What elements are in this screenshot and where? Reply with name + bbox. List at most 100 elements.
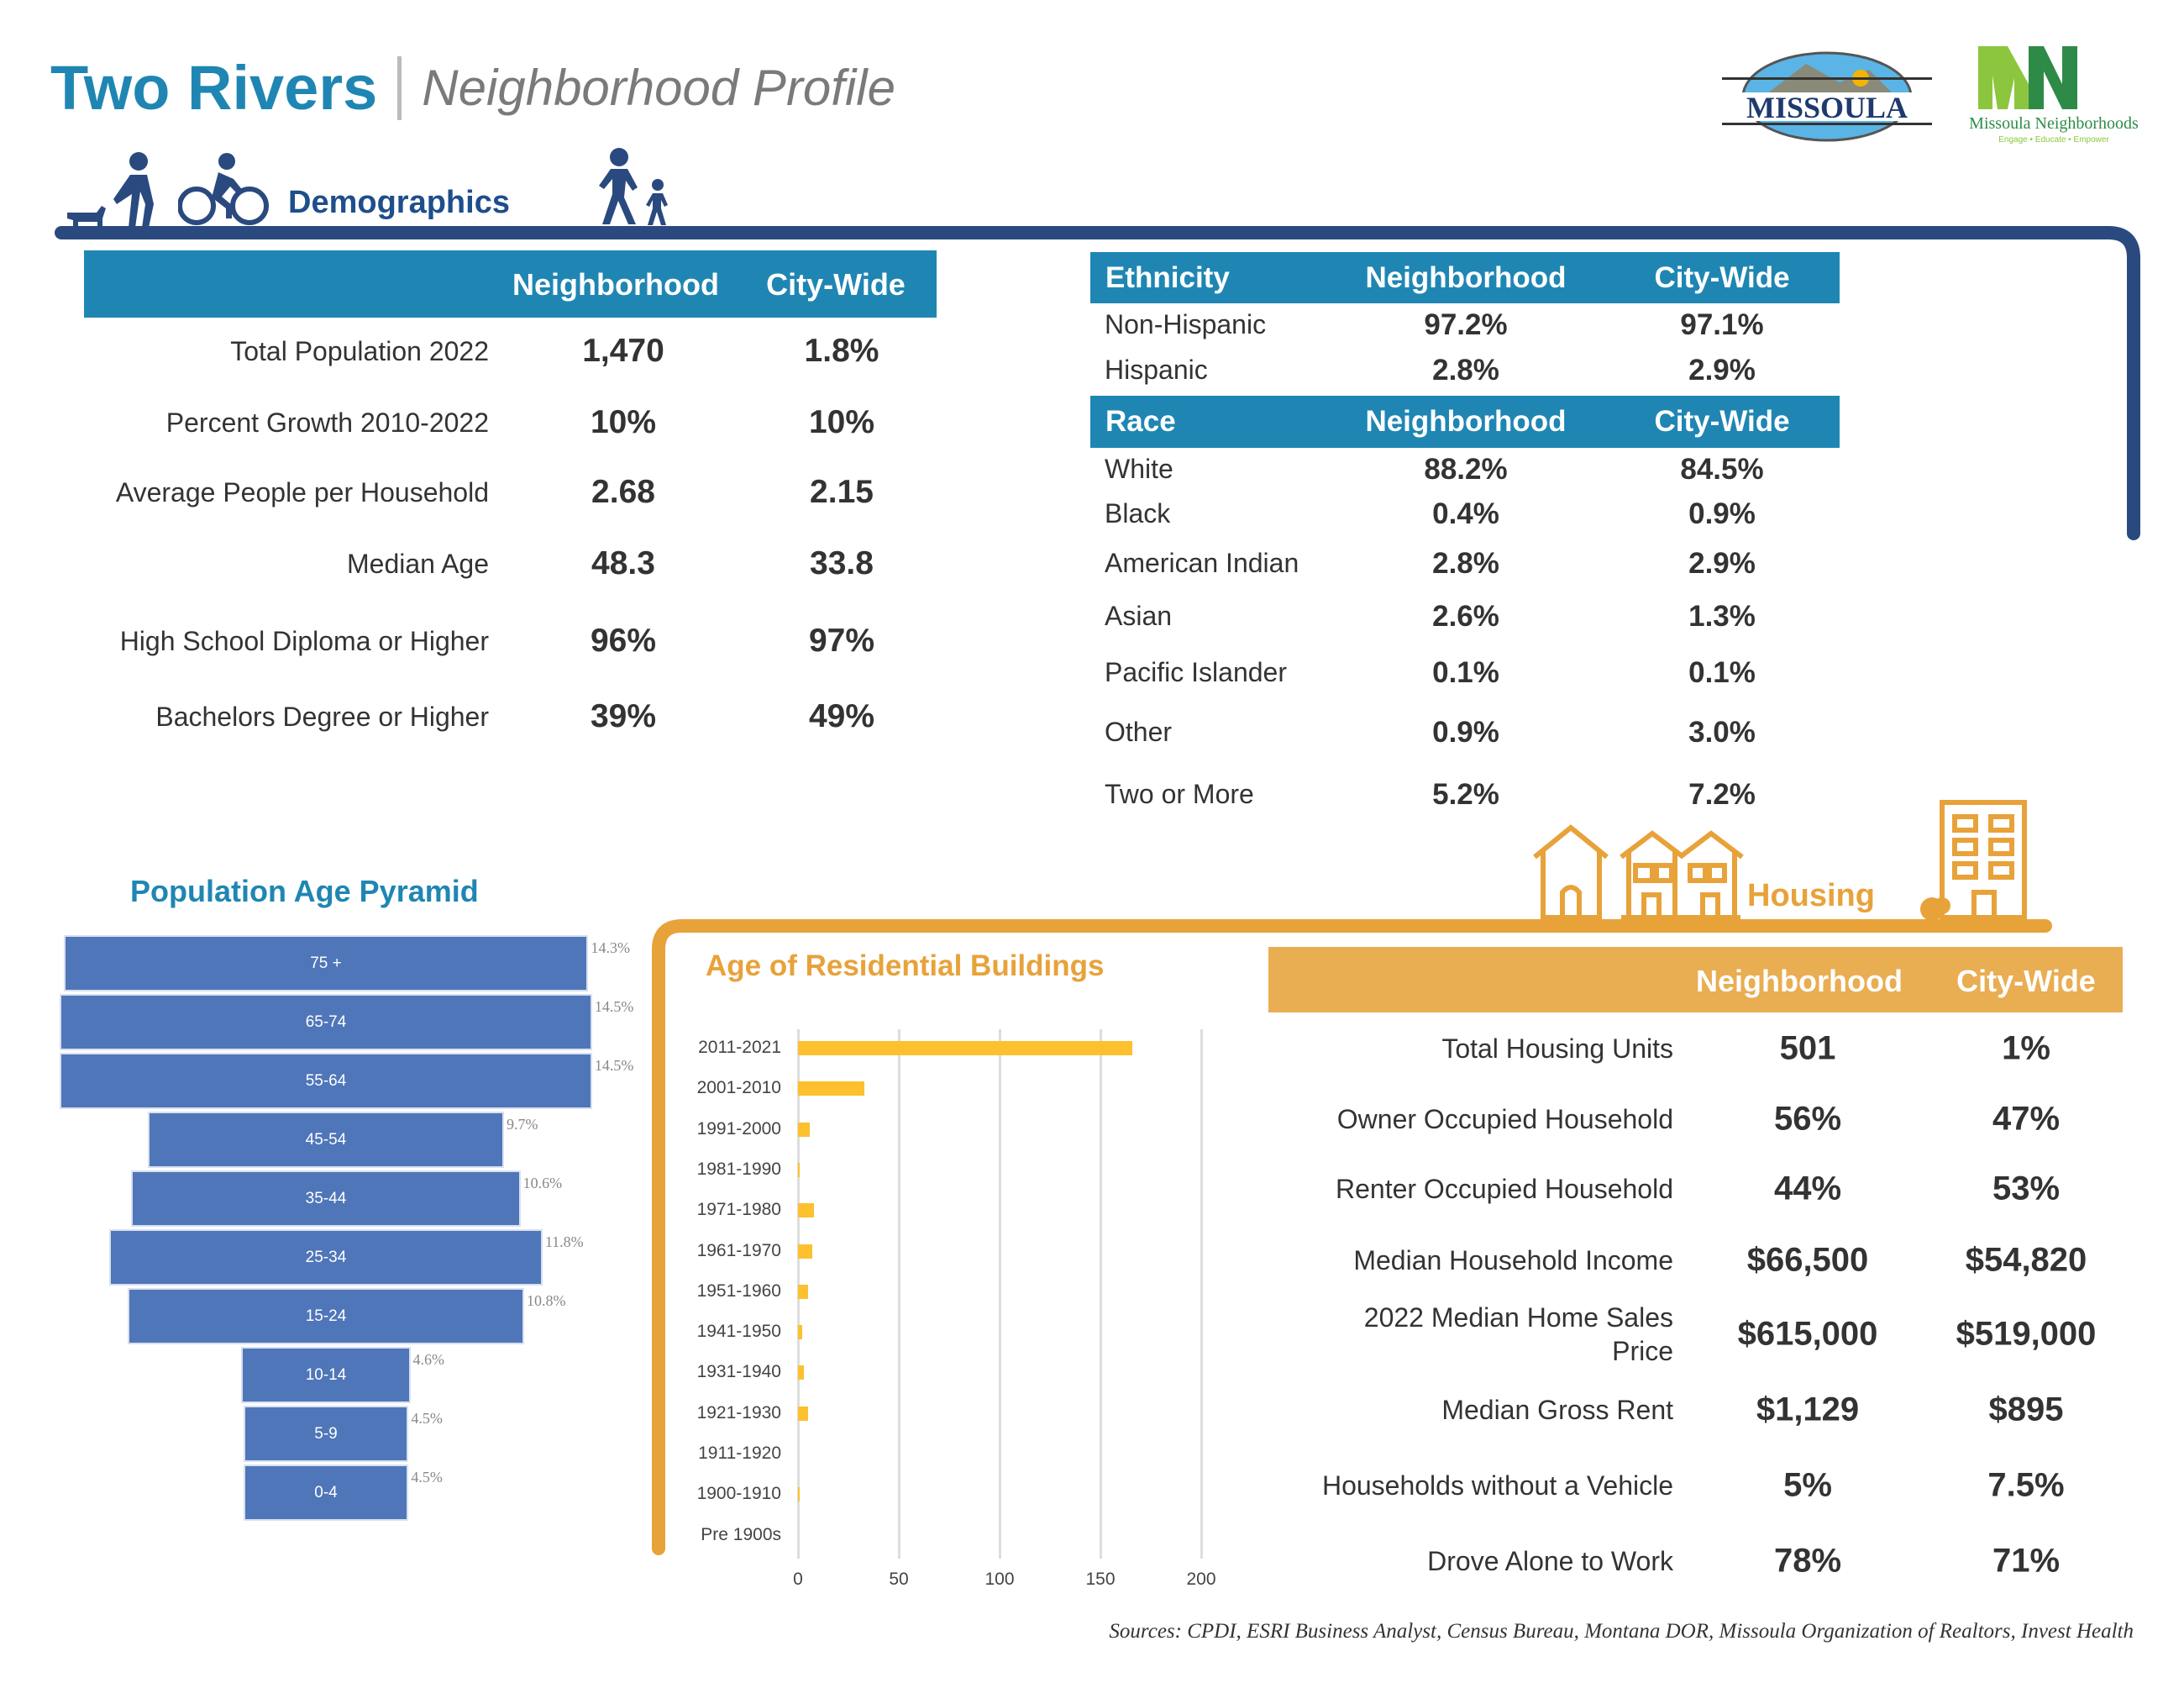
race-neighborhood-value: 0.9% xyxy=(1432,716,1499,749)
adult-and-child-walking-icon xyxy=(599,148,668,225)
housing-city-value: $895 xyxy=(1988,1391,2064,1428)
housing-neighborhood-value: 78% xyxy=(1773,1542,1842,1580)
ethnicity-header-neighborhood: Neighborhood xyxy=(1365,261,1567,294)
residential-buildings-chart-title: Age of Residential Buildings xyxy=(706,949,1105,982)
race-header-neighborhood: Neighborhood xyxy=(1365,405,1567,438)
pyramid-bar: 15-24 xyxy=(128,1288,524,1344)
housing-neighborhood-value: $66,500 xyxy=(1746,1241,1869,1279)
ethnicity-table-header: Ethnicity Neighborhood City-Wide xyxy=(1090,252,1840,303)
demographics-row-label: Average People per Household xyxy=(115,477,489,507)
race-header-city-wide: City-Wide xyxy=(1654,405,1790,438)
race-row-label: Black xyxy=(1105,498,1171,528)
housing-neighborhood-value: 44% xyxy=(1773,1170,1842,1207)
category-label: 1971-1980 xyxy=(696,1200,781,1220)
gridline xyxy=(999,1029,1001,1559)
race-neighborhood-value: 2.8% xyxy=(1432,547,1499,580)
housing-neighborhood-value: 501 xyxy=(1779,1029,1836,1067)
housing-row-label: Renter Occupied Household xyxy=(1335,1174,1673,1204)
race-city-value: 0.1% xyxy=(1688,656,1756,689)
housing-row-label: Total Housing Units xyxy=(1441,1033,1673,1064)
x-tick-label: 0 xyxy=(793,1570,803,1589)
demographics-row-label: Bachelors Degree or Higher xyxy=(155,702,489,732)
race-row-label: American Indian xyxy=(1105,548,1299,578)
demographics-neighborhood-value: 2.68 xyxy=(591,474,655,510)
demographics-row-label: Percent Growth 2010-2022 xyxy=(165,408,489,438)
x-tick-label: 200 xyxy=(1186,1570,1216,1589)
housing-city-value: 71% xyxy=(1992,1542,2061,1580)
housing-neighborhood-value: $615,000 xyxy=(1737,1315,1878,1353)
demographics-neighborhood-value: 48.3 xyxy=(591,545,655,581)
pyramid-data-label: 11.8% xyxy=(544,1233,584,1250)
building-age-bar xyxy=(798,1487,801,1502)
race-neighborhood-value: 88.2% xyxy=(1424,453,1508,486)
pyramid-data-label: 10.8% xyxy=(526,1292,566,1309)
race-neighborhood-value: 0.4% xyxy=(1432,497,1499,530)
demographics-table-header: Neighborhood City-Wide xyxy=(84,250,937,318)
pyramid-data-label: 10.6% xyxy=(522,1175,563,1191)
demographics-divider-line xyxy=(55,226,2140,540)
column-header-neighborhood: Neighborhood xyxy=(512,267,719,302)
race-row-label: Pacific Islander xyxy=(1105,657,1287,687)
race-neighborhood-value: 0.1% xyxy=(1432,656,1499,689)
houses-and-buildings-icon xyxy=(1533,800,2027,920)
demographics-neighborhood-value: 10% xyxy=(590,404,657,440)
building-age-bar xyxy=(798,1365,805,1380)
ethnicity-row-label: Hispanic xyxy=(1105,355,1208,385)
demographics-city-value: 97% xyxy=(808,623,875,659)
pyramid-bar: 75 + xyxy=(63,935,589,991)
pyramid-bar: 45-54 xyxy=(148,1112,504,1168)
race-row-label: White xyxy=(1105,454,1173,484)
page-title: Two Rivers xyxy=(50,53,378,123)
housing-neighborhood-value: $1,129 xyxy=(1756,1391,1860,1428)
building-age-bar xyxy=(798,1325,802,1340)
demographics-city-value: 49% xyxy=(808,698,875,734)
housing-city-value: 7.5% xyxy=(1987,1466,2065,1504)
building-age-bar xyxy=(798,1203,815,1218)
housing-divider-line xyxy=(652,919,2052,1555)
gridline xyxy=(1200,1029,1203,1559)
race-city-value: 0.9% xyxy=(1688,497,1756,530)
svg-text:MISSOULA: MISSOULA xyxy=(1746,91,1908,124)
housing-row-label: Owner Occupied Household xyxy=(1336,1104,1673,1134)
race-header-label: Race xyxy=(1105,405,1176,438)
pyramid-bar: 35-44 xyxy=(131,1170,521,1227)
housing-city-value: $54,820 xyxy=(1965,1241,2087,1279)
building-age-bar xyxy=(798,1244,812,1259)
sources-footnote: Sources: CPDI, ESRI Business Analyst, Ce… xyxy=(1109,1620,2134,1643)
pyramid-bar: 55-64 xyxy=(60,1053,592,1109)
x-tick-label: 150 xyxy=(1085,1570,1116,1589)
housing-column-neighborhood: Neighborhood xyxy=(1696,964,1903,998)
housing-row-label: 2022 Median Home Sales Price xyxy=(1363,1302,1673,1366)
housing-column-city-wide: City-Wide xyxy=(1956,964,2096,998)
gridline xyxy=(1100,1029,1102,1559)
category-label: 1900-1910 xyxy=(696,1484,781,1504)
race-city-value: 7.2% xyxy=(1688,778,1756,811)
pyramid-data-label: 9.7% xyxy=(506,1116,538,1133)
title-bar: Two Rivers Neighborhood Profile xyxy=(50,52,895,124)
pyramid-data-label: 4.5% xyxy=(411,1410,443,1427)
demographics-city-value: 10% xyxy=(808,404,875,440)
category-label: 1991-2000 xyxy=(696,1118,781,1138)
demographics-row-label: High School Diploma or Higher xyxy=(119,626,489,656)
demographics-neighborhood-value: 39% xyxy=(590,698,657,734)
demographics-row-label: Median Age xyxy=(346,549,489,579)
category-label: 2011-2021 xyxy=(698,1038,781,1057)
demographics-city-value: 2.15 xyxy=(810,474,874,510)
title-divider xyxy=(397,55,402,120)
x-tick-label: 100 xyxy=(984,1570,1015,1589)
race-row-label: Other xyxy=(1105,717,1173,747)
demographics-neighborhood-value: 96% xyxy=(590,623,657,659)
housing-row-label: Drove Alone to Work xyxy=(1427,1546,1673,1576)
category-label: 1911-1920 xyxy=(698,1443,781,1463)
housing-section-title: Housing xyxy=(1747,878,1875,913)
missoula-neighborhoods-logo: Missoula Neighborhoods Engage • Educate … xyxy=(1969,46,2139,145)
category-label: 1981-1990 xyxy=(696,1159,781,1179)
ethnicity-city-value: 97.1% xyxy=(1680,308,1764,341)
category-label: 1921-1930 xyxy=(696,1402,781,1422)
demographics-neighborhood-value: 1,470 xyxy=(582,333,664,369)
housing-neighborhood-value: 56% xyxy=(1773,1100,1842,1138)
x-tick-label: 50 xyxy=(889,1570,909,1589)
race-neighborhood-value: 5.2% xyxy=(1432,778,1499,811)
cyclist-icon xyxy=(178,153,269,225)
ethnicity-neighborhood-value: 2.8% xyxy=(1432,354,1499,387)
